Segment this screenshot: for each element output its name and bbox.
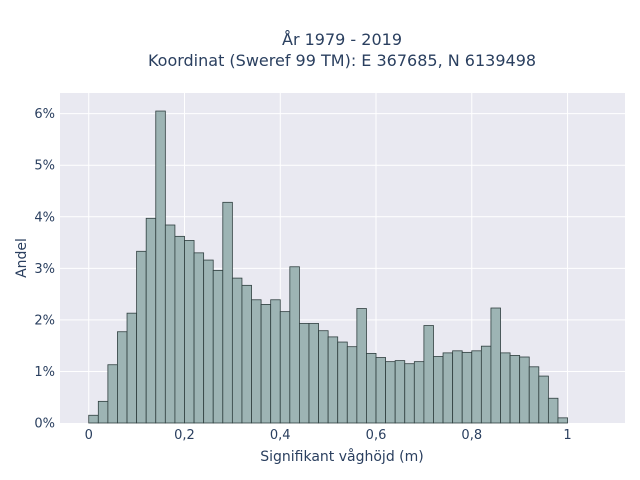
x-tick-label: 0,8: [461, 428, 482, 443]
histogram-bar: [299, 323, 310, 424]
histogram-bar: [509, 355, 521, 424]
histogram-bar: [500, 352, 511, 424]
bars: [88, 110, 568, 424]
histogram-bar: [107, 364, 118, 424]
histogram-bar: [203, 259, 214, 424]
histogram-bar: [241, 284, 252, 424]
histogram-bar: [442, 352, 454, 424]
histogram-bar: [97, 400, 109, 424]
chart-title-line-2: Koordinat (Sweref 99 TM): E 367685, N 61…: [148, 51, 536, 70]
chart-title-line-1: År 1979 - 2019: [282, 30, 402, 49]
histogram-bar: [337, 341, 348, 424]
histogram-bar: [452, 350, 463, 424]
x-tick-label: 0: [85, 428, 93, 443]
histogram-bar: [184, 240, 195, 424]
histogram-bar: [538, 375, 549, 424]
y-tick-label: 2%: [34, 313, 55, 328]
y-tick-label: 0%: [34, 417, 55, 432]
histogram-bar: [528, 366, 540, 424]
histogram-bar: [222, 201, 233, 424]
y-ticks: 0% 1% 2% 3% 4% 5% 6%: [34, 107, 55, 431]
histogram-bar: [480, 345, 492, 424]
histogram-bar: [433, 356, 444, 424]
histogram-bar: [174, 235, 185, 424]
histogram-bar: [413, 361, 425, 424]
x-tick-label: 0,4: [270, 428, 291, 443]
x-tick-label: 1: [563, 428, 571, 443]
histogram-bar: [385, 361, 396, 424]
histogram-bar: [327, 336, 339, 424]
histogram-bar: [519, 356, 530, 424]
histogram-bar: [193, 252, 205, 424]
y-tick-label: 3%: [34, 262, 55, 277]
histogram-bar: [164, 224, 176, 424]
histogram-bar: [490, 307, 501, 424]
histogram-bar: [346, 346, 358, 424]
histogram-bar: [231, 277, 243, 424]
histogram-bar: [557, 417, 568, 424]
histogram-bar: [356, 308, 367, 424]
histogram-bar: [318, 330, 329, 424]
histogram-bar: [212, 269, 224, 424]
histogram-bar: [547, 397, 559, 424]
x-tick-label: 0,6: [366, 428, 387, 443]
histogram-bar: [88, 414, 99, 424]
histogram-bar: [289, 266, 300, 424]
histogram-bar: [394, 360, 406, 424]
x-axis-title: Signifikant våghöjd (m): [260, 448, 423, 465]
histogram-bar: [366, 352, 377, 424]
histogram-bar: [126, 312, 138, 424]
x-ticks: 0 0,2 0,4 0,6 0,8 1: [85, 428, 572, 443]
y-tick-label: 4%: [34, 210, 55, 225]
histogram-bar: [404, 363, 415, 424]
y-tick-label: 6%: [34, 107, 55, 122]
y-tick-label: 1%: [34, 365, 55, 380]
histogram-bar: [136, 250, 147, 424]
y-tick-label: 5%: [34, 159, 55, 174]
x-tick-label: 0,2: [174, 428, 195, 443]
histogram-bar: [251, 299, 262, 424]
histogram-bar: [279, 311, 291, 424]
histogram-bar: [117, 331, 128, 424]
histogram-bar: [423, 325, 434, 424]
histogram-bar: [375, 357, 386, 424]
histogram-bar: [270, 299, 281, 424]
histogram-bar: [461, 351, 473, 424]
histogram-bar: [155, 110, 166, 424]
histogram-bar: [308, 323, 319, 424]
histogram-bar: [145, 217, 157, 424]
histogram-bar: [471, 350, 482, 424]
histogram-bar: [260, 304, 272, 424]
y-axis-title: Andel: [14, 238, 30, 278]
